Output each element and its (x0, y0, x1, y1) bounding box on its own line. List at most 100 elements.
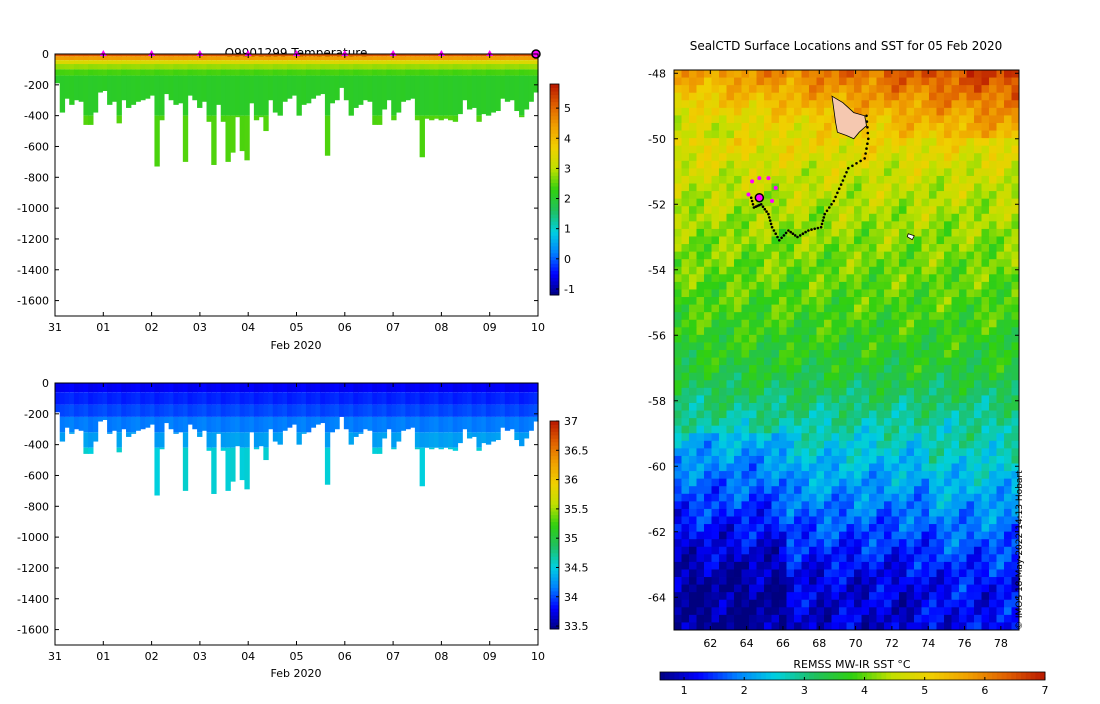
sst-cell (944, 252, 952, 260)
sst-cell (869, 131, 877, 139)
sst-cell (719, 479, 727, 487)
sst-cell (727, 282, 735, 290)
sst-cell (877, 199, 885, 207)
profile-cell (112, 383, 117, 392)
sst-cell (869, 100, 877, 108)
sst-cell (892, 191, 900, 199)
sst-cell (824, 456, 832, 464)
sst-cell (727, 320, 735, 328)
sst-cell (1004, 168, 1012, 176)
sst-cell (749, 509, 757, 517)
sst-cell (734, 335, 742, 343)
sst-cell (727, 554, 735, 562)
colorbar-swatch (550, 207, 559, 211)
sst-cell (944, 289, 952, 297)
sst-cell (764, 168, 772, 176)
profile-cell (202, 392, 207, 404)
sst-cell (704, 539, 712, 547)
sst-cell (749, 221, 757, 229)
profile-cell (64, 60, 69, 64)
sst-cell (682, 365, 690, 373)
sst-cell (734, 350, 742, 358)
profile-cell (83, 448, 88, 454)
sst-cell (749, 554, 757, 562)
sst-cell (697, 312, 705, 320)
sst-cell (809, 403, 817, 411)
sst-cell (989, 184, 997, 192)
sst-cell (682, 592, 690, 600)
profile-cell (259, 417, 264, 432)
sst-cell (772, 108, 780, 116)
sst-cell (847, 464, 855, 472)
sst-cell (914, 85, 922, 93)
profile-cell (107, 383, 112, 392)
profile-cell (202, 64, 207, 69)
colorbar-swatch (550, 182, 559, 186)
profile-cell (150, 56, 155, 60)
sst-cell (764, 327, 772, 335)
profile-cell (334, 64, 339, 69)
profile-cell (472, 383, 477, 392)
sst-cell (674, 547, 682, 555)
profile-cell (273, 405, 278, 417)
sst-cell (832, 403, 840, 411)
sst-cell (884, 282, 892, 290)
sst-cell (847, 236, 855, 244)
profile-cell (207, 76, 212, 116)
sst-cell (907, 380, 915, 388)
temperature-xlabel: Feb 2020 (271, 339, 322, 352)
sst-cell (674, 501, 682, 509)
sst-cell (764, 244, 772, 252)
sst-cell (764, 524, 772, 532)
sst-cell (772, 600, 780, 608)
profile-cell (391, 76, 396, 116)
sst-cell (997, 562, 1005, 570)
sst-cell (907, 600, 915, 608)
profile-cell (349, 392, 354, 404)
sst-cell (982, 350, 990, 358)
sst-cell (787, 471, 795, 479)
sst-cell (989, 70, 997, 78)
sst-cell (697, 184, 705, 192)
sst-cell (959, 320, 967, 328)
sst-cell (862, 312, 870, 320)
sst-cell (674, 577, 682, 585)
sst-cell (697, 554, 705, 562)
sst-cell (959, 146, 967, 154)
sst-cell (674, 380, 682, 388)
sst-cell (734, 146, 742, 154)
sst-cell (997, 259, 1005, 267)
sst-cell (929, 433, 937, 441)
sst-cell (967, 289, 975, 297)
sst-cell (899, 494, 907, 502)
sst-cell (772, 554, 780, 562)
sst-cell (704, 418, 712, 426)
sst-cell (764, 229, 772, 237)
sst-cell (929, 622, 937, 630)
sst-cell (959, 305, 967, 313)
sst-cell (937, 161, 945, 169)
sst-cell (734, 577, 742, 585)
sst-cell (802, 373, 810, 381)
profile-cell (79, 56, 84, 60)
sst-cell (764, 259, 772, 267)
sst-cell (832, 85, 840, 93)
sst-cell (734, 569, 742, 577)
sst-cell (914, 607, 922, 615)
sst-cell (764, 289, 772, 297)
sst-cell (967, 100, 975, 108)
sst-cell (764, 509, 772, 517)
profile-cell (150, 417, 155, 425)
profile-cell (216, 405, 221, 417)
sst-cell (809, 115, 817, 123)
sst-cell (967, 191, 975, 199)
sst-cell (764, 161, 772, 169)
sst-cell (772, 562, 780, 570)
sst-cell (959, 615, 967, 623)
sst-cell (944, 184, 952, 192)
sst-cell (862, 131, 870, 139)
profile-cell (173, 392, 178, 404)
sst-cell (809, 509, 817, 517)
profile-cell (202, 60, 207, 64)
sst-cell (674, 464, 682, 472)
